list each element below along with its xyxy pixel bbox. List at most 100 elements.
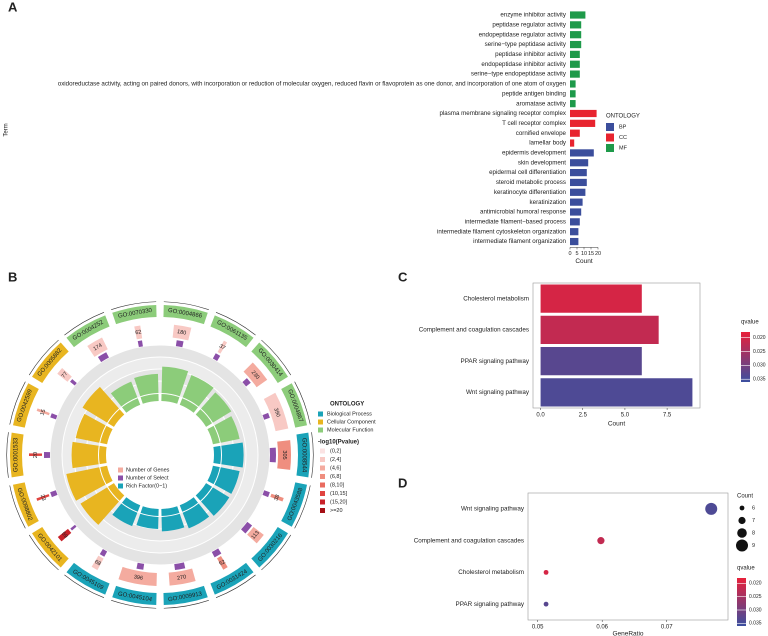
rich-bar: [201, 487, 230, 516]
y-axis-title: Term: [4, 123, 10, 136]
category-label: plasma membrane signaling receptor compl…: [439, 110, 566, 117]
select-bar: [175, 340, 184, 348]
x-axis-title: Count: [608, 421, 626, 428]
legend-swatch: [118, 475, 123, 481]
rich-bar: [221, 442, 244, 468]
panel-label: A: [8, 0, 18, 14]
gene-count: 396: [133, 574, 143, 582]
legend-swatch: [318, 411, 323, 417]
gene-count: 37: [218, 343, 226, 351]
go-id: GO:0070330: [118, 308, 154, 320]
outer-ring: [9, 432, 24, 478]
select-bar: [241, 521, 253, 534]
gene-count: 180: [176, 329, 186, 337]
inner-ring: [121, 497, 141, 512]
bar: [540, 347, 642, 376]
bar: [540, 284, 642, 313]
x-tick-label: 20: [595, 251, 601, 257]
gene-count: 230: [250, 370, 261, 381]
legend-label: (15,20]: [330, 499, 348, 505]
select-bar: [50, 413, 58, 420]
gene-box: [87, 337, 108, 357]
legend-label: BP: [619, 124, 627, 130]
gene-box: [168, 568, 196, 586]
ring-hole: [98, 393, 222, 517]
bar: [570, 50, 580, 58]
bar: [570, 21, 582, 29]
bar: [570, 90, 576, 98]
gene-box: [118, 566, 157, 586]
gene-count: 270: [177, 574, 187, 582]
colorbar: [741, 332, 750, 382]
bar: [570, 198, 583, 206]
x-tick-label: 0.06: [596, 625, 608, 631]
scale-arc: [311, 432, 314, 478]
gene-box: [243, 362, 268, 388]
panel-label: C: [398, 269, 408, 284]
select-bar: [174, 562, 186, 571]
plot-frame: [527, 492, 729, 621]
legend-swatch: [320, 491, 325, 496]
outer-ring: [296, 432, 310, 478]
category-label: intermediate filament organization: [473, 238, 566, 245]
outer-ring: [281, 383, 308, 428]
inner-ring: [140, 394, 159, 404]
outer-ring: [12, 383, 39, 428]
rich-bar: [71, 441, 99, 469]
category-label: Complement and coagulation cascades: [414, 537, 524, 544]
outer-ring: [210, 315, 254, 348]
dot: [597, 537, 605, 545]
rich-bar: [214, 416, 240, 443]
legend-label: (6,8]: [330, 474, 341, 480]
x-axis-title: GeneRatio: [612, 631, 643, 636]
gene-box: [217, 556, 228, 570]
select-bar: [97, 352, 109, 363]
go-id: GO:0001533: [14, 437, 20, 472]
panel-label: B: [8, 269, 17, 284]
category-label: keratinocyte differentiation: [494, 189, 567, 196]
rich-bar: [161, 513, 185, 532]
legend-swatch: [606, 144, 614, 152]
bar: [570, 228, 579, 236]
bar: [570, 208, 582, 216]
go-id: GO:0045104: [117, 591, 153, 603]
category-label: peptide antigen binding: [502, 90, 567, 97]
x-tick-label: 15: [588, 251, 594, 257]
category-label: serine−type peptidase activity: [485, 41, 567, 48]
x-tick-label: 10: [581, 251, 587, 257]
rich-bar: [201, 392, 232, 423]
rich-bar: [161, 366, 189, 397]
legend-title: ONTOLOGY: [606, 114, 640, 120]
rich-bar: [80, 487, 119, 525]
x-tick-label: 2.5: [579, 413, 588, 419]
inner-ring: [179, 398, 199, 413]
legend-title: -log10(Pvalue): [318, 440, 359, 446]
bar: [570, 11, 586, 19]
legend-swatch: [118, 483, 123, 489]
bar: [570, 70, 580, 78]
bar: [570, 169, 587, 177]
inner-ring: [100, 425, 113, 445]
select-bar: [99, 549, 108, 557]
inner-ring: [161, 394, 180, 404]
gene-count: 113: [251, 530, 261, 541]
dot: [543, 601, 549, 607]
legend-swatch: [320, 448, 325, 454]
outer-ring: [12, 482, 39, 527]
gene-count: 20: [33, 452, 39, 458]
bar: [570, 237, 579, 246]
legend-label: (0,2]: [330, 448, 341, 454]
gene-count: 38: [274, 494, 282, 502]
legend-swatch: [320, 457, 325, 462]
gene-box: [28, 453, 43, 456]
legend-title: Count: [737, 494, 753, 500]
category-label: cornified envelope: [516, 130, 567, 137]
bar: [570, 60, 580, 68]
gene-box: [91, 555, 104, 571]
legend-label: Cellular Component: [327, 419, 376, 425]
select-bar: [211, 548, 222, 558]
category-label: endopeptidase inhibitor activity: [481, 61, 567, 68]
gene-count: 52: [218, 559, 226, 567]
x-axis-title: Count: [575, 258, 593, 265]
colorbar-label: 0.030: [749, 607, 762, 613]
